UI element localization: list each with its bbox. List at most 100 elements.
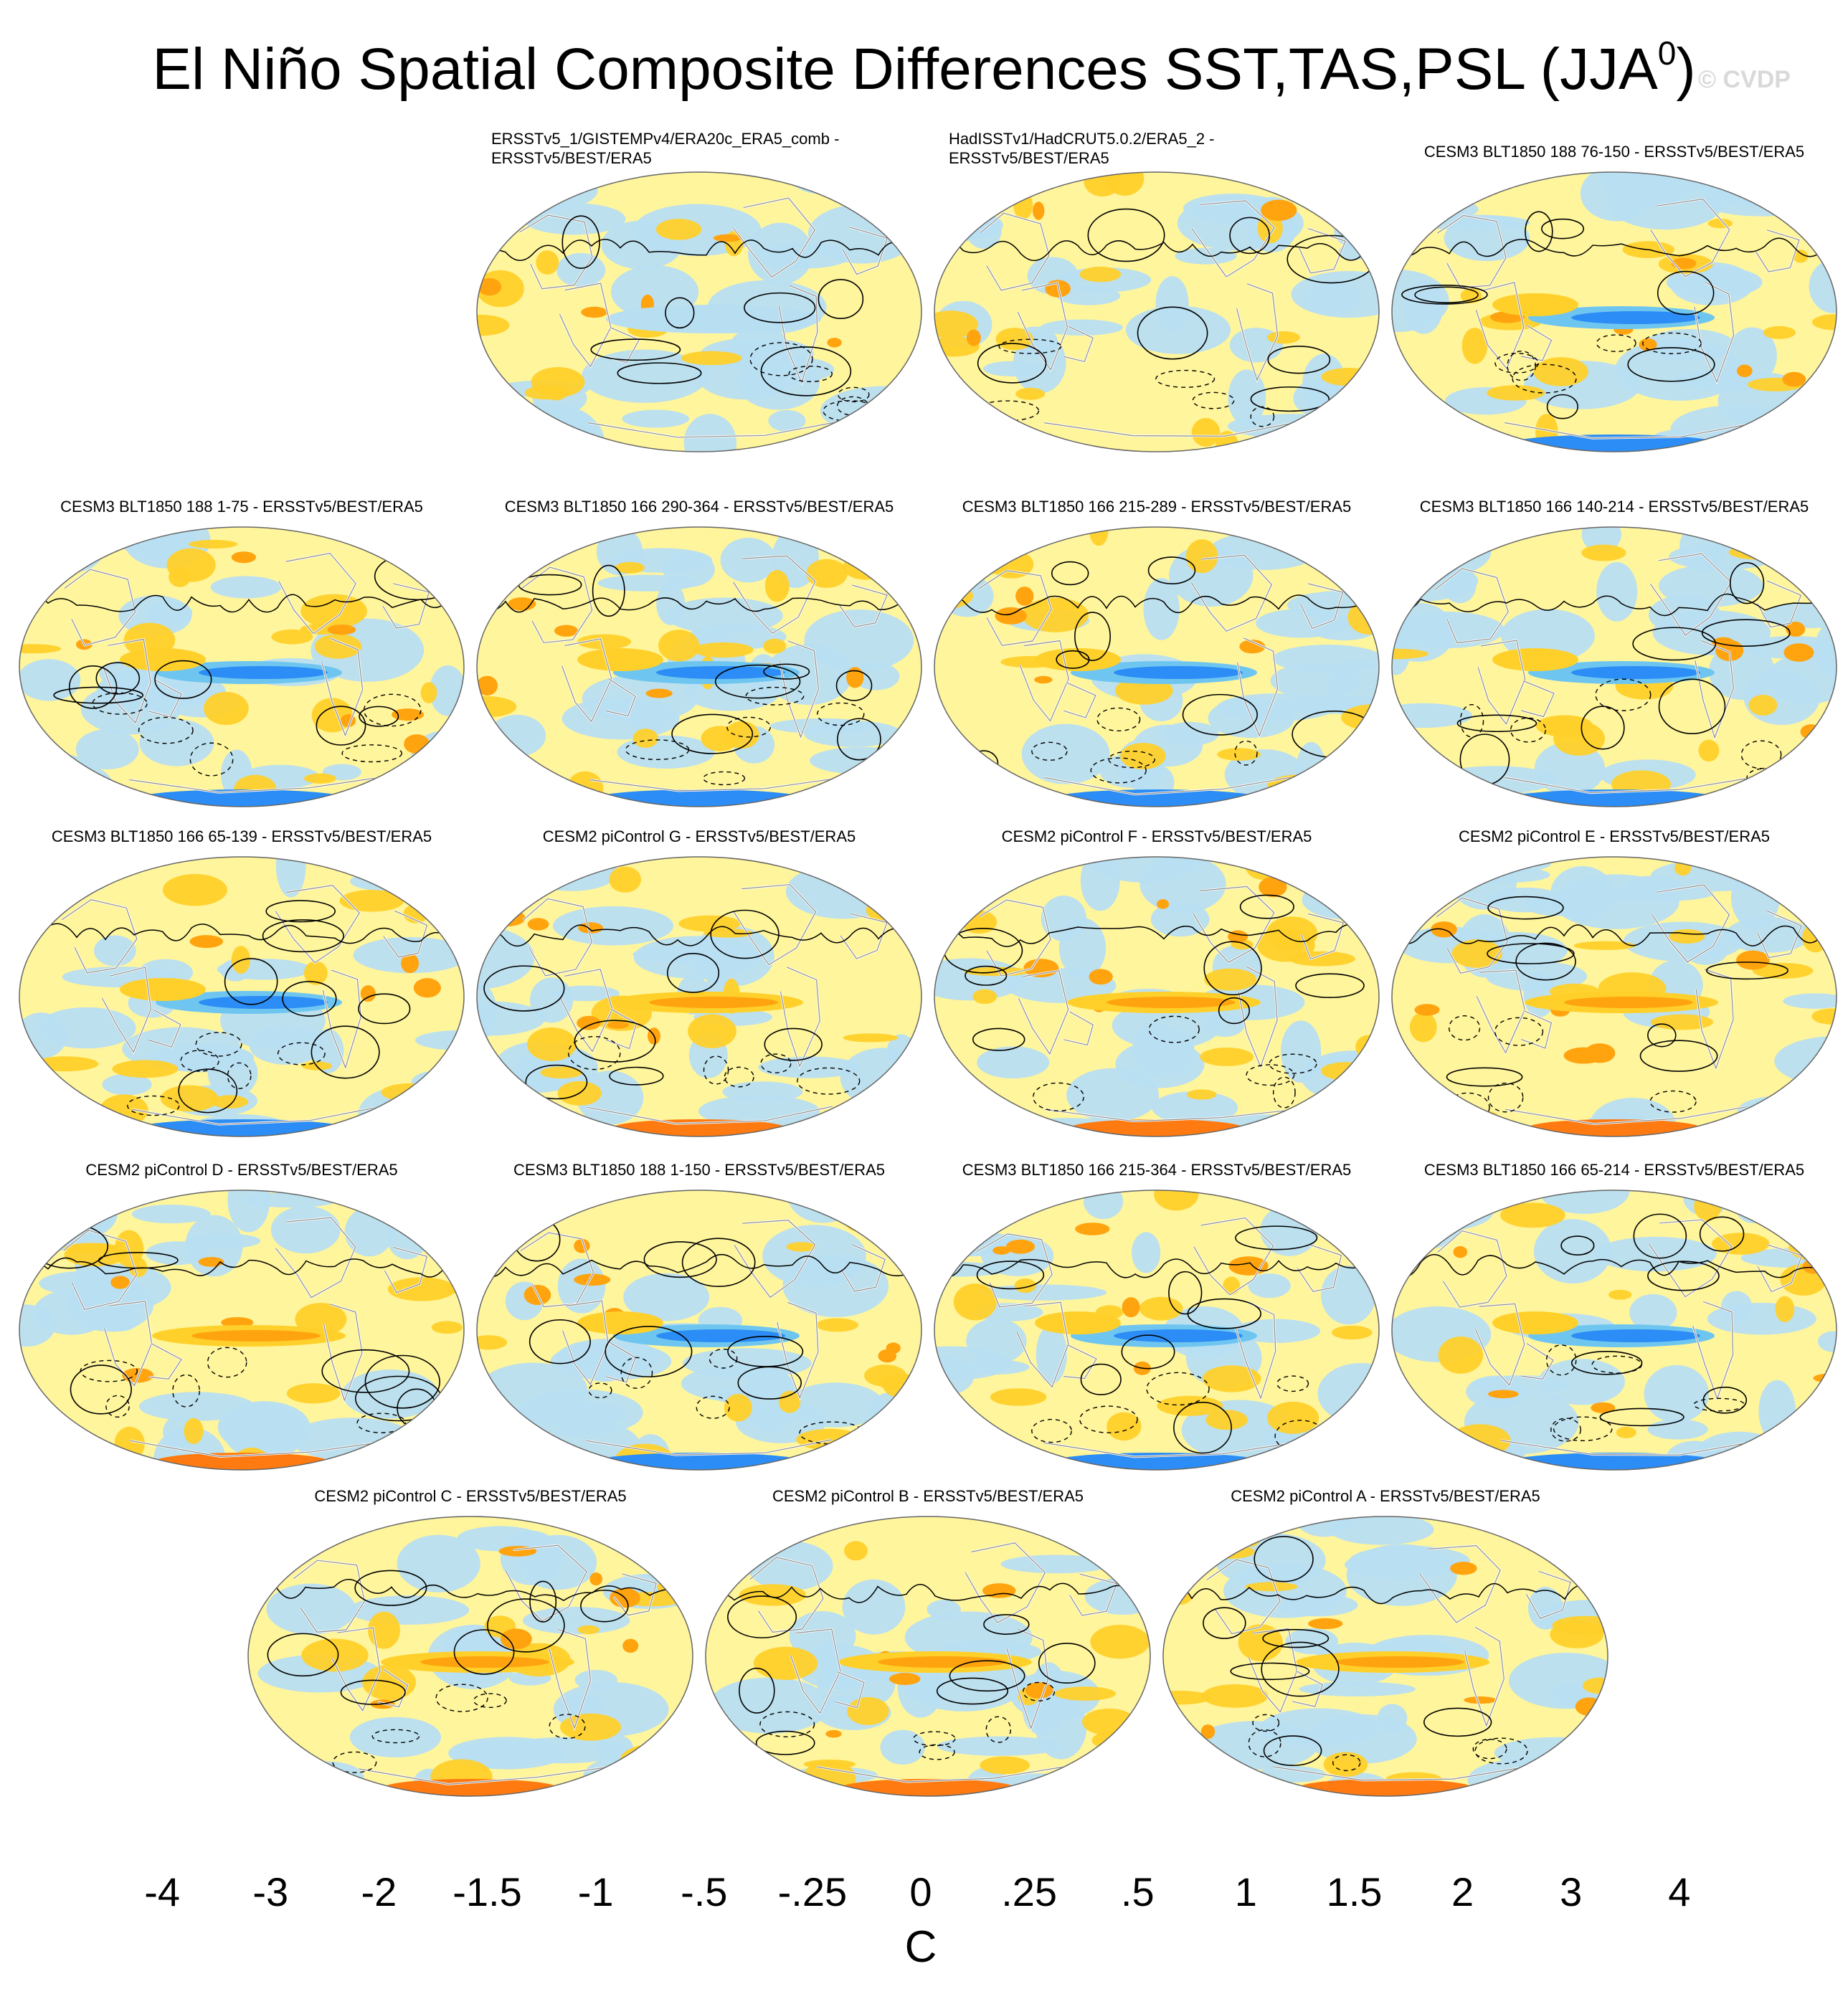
panel-title-line: CESM3 BLT1850 166 290-364 - ERSSTv5/BEST… — [504, 498, 894, 516]
panel-title: CESM3 BLT1850 166 140-214 - ERSSTv5/BEST… — [1385, 497, 1844, 516]
map-field — [1392, 857, 1837, 1136]
panel-title-line: CESM3 BLT1850 188 76-150 - ERSSTv5/BEST/… — [1423, 143, 1805, 161]
panel-title: CESM3 BLT1850 166 290-364 - ERSSTv5/BEST… — [470, 497, 929, 516]
map-frame — [1391, 526, 1837, 807]
map-panel: CESM3 BLT1850 188 1-150 - ERSSTv5/BEST/E… — [470, 1147, 929, 1477]
colorbar-label: -1.5 — [452, 1869, 522, 1914]
map-frame — [476, 171, 922, 452]
colorbar: -4 -3 -2 -1.5 -1 -.5 -.25 0 .25 .5 1 1.5 2 3 4 C — [144, 1869, 1690, 1972]
map-frame — [19, 1190, 465, 1471]
panel-title-line: CESM2 piControl A - ERSSTv5/BEST/ERA5 — [1231, 1487, 1540, 1505]
map-frame — [934, 526, 1380, 807]
world-map — [1391, 856, 1837, 1137]
panel-title-line: CESM2 piControl C - ERSSTv5/BEST/ERA5 — [314, 1487, 627, 1505]
panel-title: ERSSTv5_1/GISTEMPv4/ERA20c_ERA5_comb - ER… — [470, 129, 929, 168]
world-map — [934, 856, 1380, 1137]
colorbar-label: 4 — [1668, 1869, 1690, 1914]
map-panel: CESM3 BLT1850 166 215-289 - ERSSTv5/BEST… — [927, 484, 1386, 814]
colorbar-label: 1 — [1235, 1869, 1257, 1914]
map-field — [477, 857, 921, 1136]
map-panel: CESM2 piControl E - ERSSTv5/BEST/ERA5 — [1385, 814, 1844, 1144]
panel-title: CESM2 piControl B - ERSSTv5/BEST/ERA5 — [698, 1486, 1157, 1506]
panel-title-line: CESM2 piControl D - ERSSTv5/BEST/ERA5 — [85, 1161, 398, 1179]
map-frame — [1391, 856, 1837, 1137]
colorbar-label: -.5 — [681, 1869, 727, 1914]
colorbar-label: 1.5 — [1327, 1869, 1383, 1914]
world-map — [705, 1516, 1151, 1797]
panel-title-line: CESM3 BLT1850 166 65-139 - ERSSTv5/BEST/… — [51, 827, 432, 845]
map-panel: CESM2 piControl D - ERSSTv5/BEST/ERA5 — [12, 1147, 471, 1477]
panel-title: CESM3 BLT1850 166 65-214 - ERSSTv5/BEST/… — [1385, 1160, 1844, 1179]
world-map — [1391, 526, 1837, 807]
panel-title-line: CESM2 piControl B - ERSSTv5/BEST/ERA5 — [772, 1487, 1084, 1505]
map-panel: CESM3 BLT1850 166 140-214 - ERSSTv5/BEST… — [1385, 484, 1844, 814]
figure-title-text: El Niño Spatial Composite Differences SS… — [152, 37, 1658, 102]
colorbar-label: 0 — [909, 1869, 932, 1914]
world-map — [1391, 1190, 1837, 1471]
map-field — [1163, 1516, 1608, 1796]
map-field — [1392, 172, 1837, 452]
colorbar-label: .25 — [1001, 1869, 1057, 1914]
panel-title-line: CESM2 piControl E - ERSSTv5/BEST/ERA5 — [1458, 827, 1771, 845]
map-panel: CESM3 BLT1850 166 65-139 - ERSSTv5/BEST/… — [12, 814, 471, 1144]
map-panel: HadISSTv1/HadCRUT5.0.2/ERA5_2 - ERSSTv5/B… — [927, 129, 1386, 459]
map-frame — [1391, 1190, 1837, 1471]
map-frame — [934, 1190, 1380, 1471]
map-panel: CESM2 piControl G - ERSSTv5/BEST/ERA5 — [470, 814, 929, 1144]
world-map — [476, 1190, 922, 1471]
map-field — [19, 1190, 464, 1470]
map-field — [934, 527, 1379, 807]
cvdp-watermark: © CVDP — [1698, 66, 1791, 93]
figure-title: El Niño Spatial Composite Differences SS… — [0, 17, 1848, 105]
panel-title: CESM2 piControl F - ERSSTv5/BEST/ERA5 — [927, 827, 1386, 846]
panel-title-line: ERSSTv5/BEST/ERA5 — [949, 149, 1109, 167]
panel-title-line: CESM3 BLT1850 166 65-214 - ERSSTv5/BEST/… — [1423, 1161, 1805, 1179]
map-frame — [1391, 171, 1837, 452]
map-field — [934, 1190, 1379, 1470]
map-field — [934, 857, 1379, 1136]
colorbar-label: -4 — [144, 1869, 180, 1914]
panel-title: CESM3 BLT1850 188 1-75 - ERSSTv5/BEST/ER… — [12, 497, 471, 516]
panel-title-line: ERSSTv5/BEST/ERA5 — [491, 149, 652, 167]
map-field — [19, 527, 464, 807]
map-field — [477, 172, 921, 452]
world-map — [476, 856, 922, 1137]
world-map — [934, 171, 1380, 452]
map-panel: CESM2 piControl B - ERSSTv5/BEST/ERA5 — [698, 1473, 1157, 1803]
panel-title: CESM3 BLT1850 188 1-150 - ERSSTv5/BEST/E… — [470, 1160, 929, 1179]
world-map — [247, 1516, 693, 1797]
map-panel: CESM3 BLT1850 166 290-364 - ERSSTv5/BEST… — [470, 484, 929, 814]
colorbar-label: -1 — [578, 1869, 614, 1914]
map-field — [477, 1190, 921, 1470]
colorbar-label: 2 — [1451, 1869, 1474, 1914]
world-map — [1162, 1516, 1608, 1797]
map-field — [19, 857, 464, 1136]
map-panel: CESM3 BLT1850 188 1-75 - ERSSTv5/BEST/ER… — [12, 484, 471, 814]
map-frame — [476, 526, 922, 807]
world-map — [19, 856, 465, 1137]
panel-title-line: CESM3 BLT1850 188 1-75 - ERSSTv5/BEST/ER… — [60, 498, 423, 516]
figure-title-superscript: 0 — [1657, 34, 1677, 72]
map-panel: CESM3 BLT1850 166 65-214 - ERSSTv5/BEST/… — [1385, 1147, 1844, 1477]
panel-title-line: ERSSTv5_1/GISTEMPv4/ERA20c_ERA5_comb - — [491, 130, 840, 148]
map-panel: ERSSTv5_1/GISTEMPv4/ERA20c_ERA5_comb - ER… — [470, 129, 929, 459]
map-frame — [19, 526, 465, 807]
panel-title: CESM3 BLT1850 166 215-364 - ERSSTv5/BEST… — [927, 1160, 1386, 1179]
world-map — [934, 526, 1380, 807]
world-map — [476, 171, 922, 452]
colorbar-label: 3 — [1560, 1869, 1582, 1914]
panel-title: CESM2 piControl C - ERSSTv5/BEST/ERA5 — [241, 1486, 700, 1506]
panel-title-line: CESM3 BLT1850 188 1-150 - ERSSTv5/BEST/E… — [513, 1161, 886, 1179]
panel-title-line: CESM3 BLT1850 166 215-289 - ERSSTv5/BEST… — [962, 498, 1352, 516]
map-field — [1392, 1190, 1837, 1470]
map-frame — [1162, 1516, 1608, 1797]
colorbar-label: .5 — [1121, 1869, 1155, 1914]
panel-title-line: HadISSTv1/HadCRUT5.0.2/ERA5_2 - — [949, 130, 1215, 148]
world-map — [19, 1190, 465, 1471]
map-panel: CESM3 BLT1850 166 215-364 - ERSSTv5/BEST… — [927, 1147, 1386, 1477]
colorbar-label: -3 — [252, 1869, 288, 1914]
colorbar-label: -.25 — [778, 1869, 848, 1914]
colorbar-label: -2 — [361, 1869, 397, 1914]
panel-title: CESM2 piControl A - ERSSTv5/BEST/ERA5 — [1156, 1486, 1615, 1506]
world-map — [476, 526, 922, 807]
